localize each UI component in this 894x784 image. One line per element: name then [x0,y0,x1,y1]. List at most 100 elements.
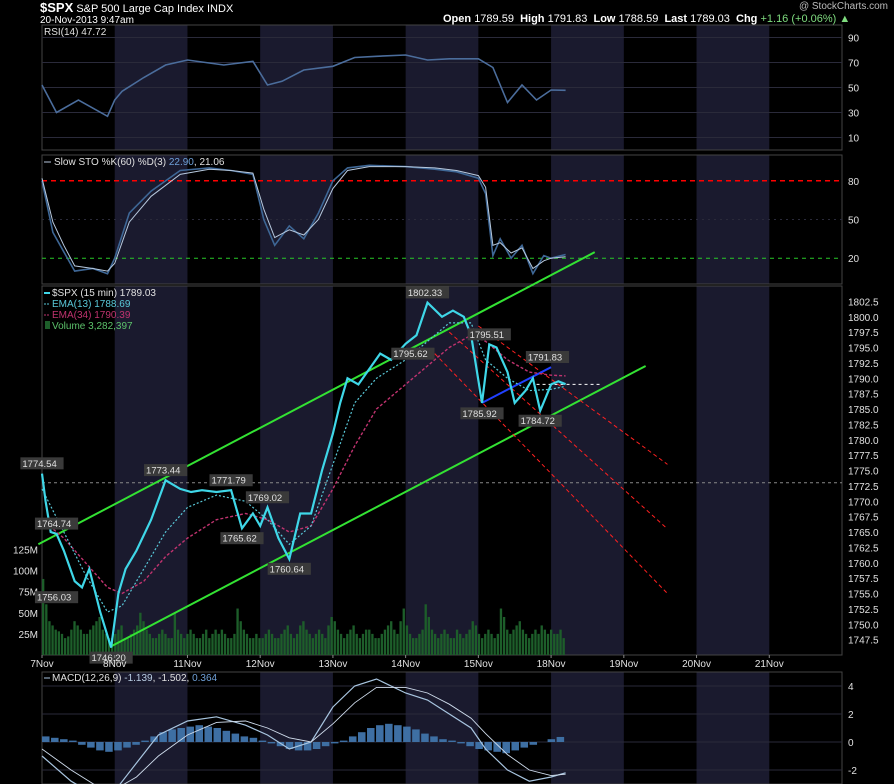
volume-bar [377,638,380,655]
price-tick-label: 1792.5 [848,359,879,370]
macd-tick-label: 0 [848,738,854,749]
price-tick-label: 1802.5 [848,297,879,308]
volume-tick-label: 75M [19,588,38,599]
volume-bar [336,629,340,655]
price-tick-label: 1800.0 [848,313,879,324]
x-tick-label: 13Nov [318,659,347,670]
volume-bar [295,633,299,655]
price-annotation: 1756.03 [37,593,71,604]
volume-tick-label: 125M [13,545,38,556]
price-tick-label: 1762.5 [848,543,879,554]
volume-bar [63,638,67,655]
price-annotation-box [220,532,264,545]
volume-bar [437,638,440,655]
volume-bar [308,633,311,655]
volume-bar [60,633,64,655]
volume-bar [220,629,224,655]
macd-legend-macd: -1.139 [124,673,153,684]
macd-hist-bar [412,729,420,742]
volume-bar [455,629,459,655]
price-annotation-box [525,350,570,363]
volume-bar [487,629,490,655]
volume-bar [305,629,308,655]
volume-bar [358,638,362,655]
low-label: Low [593,13,616,25]
volume-bar [179,633,183,655]
volume-bar [393,629,396,655]
macd-hist-bar [240,736,249,742]
volume-bar [427,616,431,655]
volume-bar [258,638,261,655]
macd-legend-sep2: , [187,673,193,684]
macd-hist-bar [529,742,538,745]
timestamp: 20-Nov-2013 9:47am [40,15,134,26]
volume-bar [559,629,562,655]
volume-bar [205,629,208,655]
volume-bar [277,638,280,655]
chg-value: +1.16 (+0.06%) [760,13,837,25]
volume-bar [327,625,330,655]
volume-bar [405,625,409,655]
price-tick-label: 1765.0 [848,528,879,539]
price-annotation-box [267,562,311,575]
volume-bar [261,638,264,655]
volume-bar [236,608,239,655]
volume-bar [183,638,186,655]
volume-bar [167,638,170,655]
last-label: Last [664,13,688,25]
volume-bar [349,629,352,655]
volume-bar [230,638,233,655]
macd-hist-bar [51,737,59,742]
volume-bar [154,638,158,655]
day-band [696,286,770,655]
volume-bar [352,625,355,655]
volume-bar [142,621,145,655]
volume-bar [151,638,155,655]
macd-hist-bar [330,742,339,744]
volume-bar [201,633,205,655]
volume-bar [45,604,48,655]
volume-bar [468,629,471,655]
volume-bar [534,629,537,655]
volume-bar [562,638,565,655]
volume-bar [446,633,449,655]
price-annotation: 1764.74 [37,519,71,530]
volume-bar [499,608,503,655]
macd-hist-bar [303,742,312,751]
price-tick-label: 1770.0 [848,497,879,508]
volume-bar [380,633,383,655]
price-annotation-box [467,328,511,341]
price-annotation-box [518,414,562,427]
volume-bar [374,638,377,655]
macd-hist-bar [168,729,176,742]
volume-bar [408,633,412,655]
volume-bar [42,578,45,655]
macd-hist-bar [403,726,411,742]
volume-bar [490,633,493,655]
macd-hist-bar [430,736,438,742]
volume-bar [386,625,390,655]
macd-hist-bar [556,736,565,742]
macd-hist-bar [150,736,158,742]
rsi-tick-label: 70 [848,59,860,70]
macd-hist-bar [87,742,95,748]
volume-bar [521,629,525,655]
volume-legend-swatch [45,321,50,329]
macd-hist-bar [466,742,474,747]
price-annotation: 1785.92 [462,409,496,420]
price-annotation: 1774.54 [22,459,56,470]
macd-hist-bar [114,742,122,751]
day-band [260,155,333,284]
price-annotation-box [144,464,188,477]
price-annotation: 1784.72 [521,416,555,427]
volume-bar [480,638,484,655]
volume-bar [512,629,515,655]
volume-bar [421,629,424,655]
volume-bar [452,638,456,655]
rsi-tick-label: 50 [848,84,860,95]
channel-lower-line [110,365,647,648]
price-annotation-box [34,517,79,530]
macd-tick-label: 4 [848,682,854,693]
day-band [260,672,333,784]
